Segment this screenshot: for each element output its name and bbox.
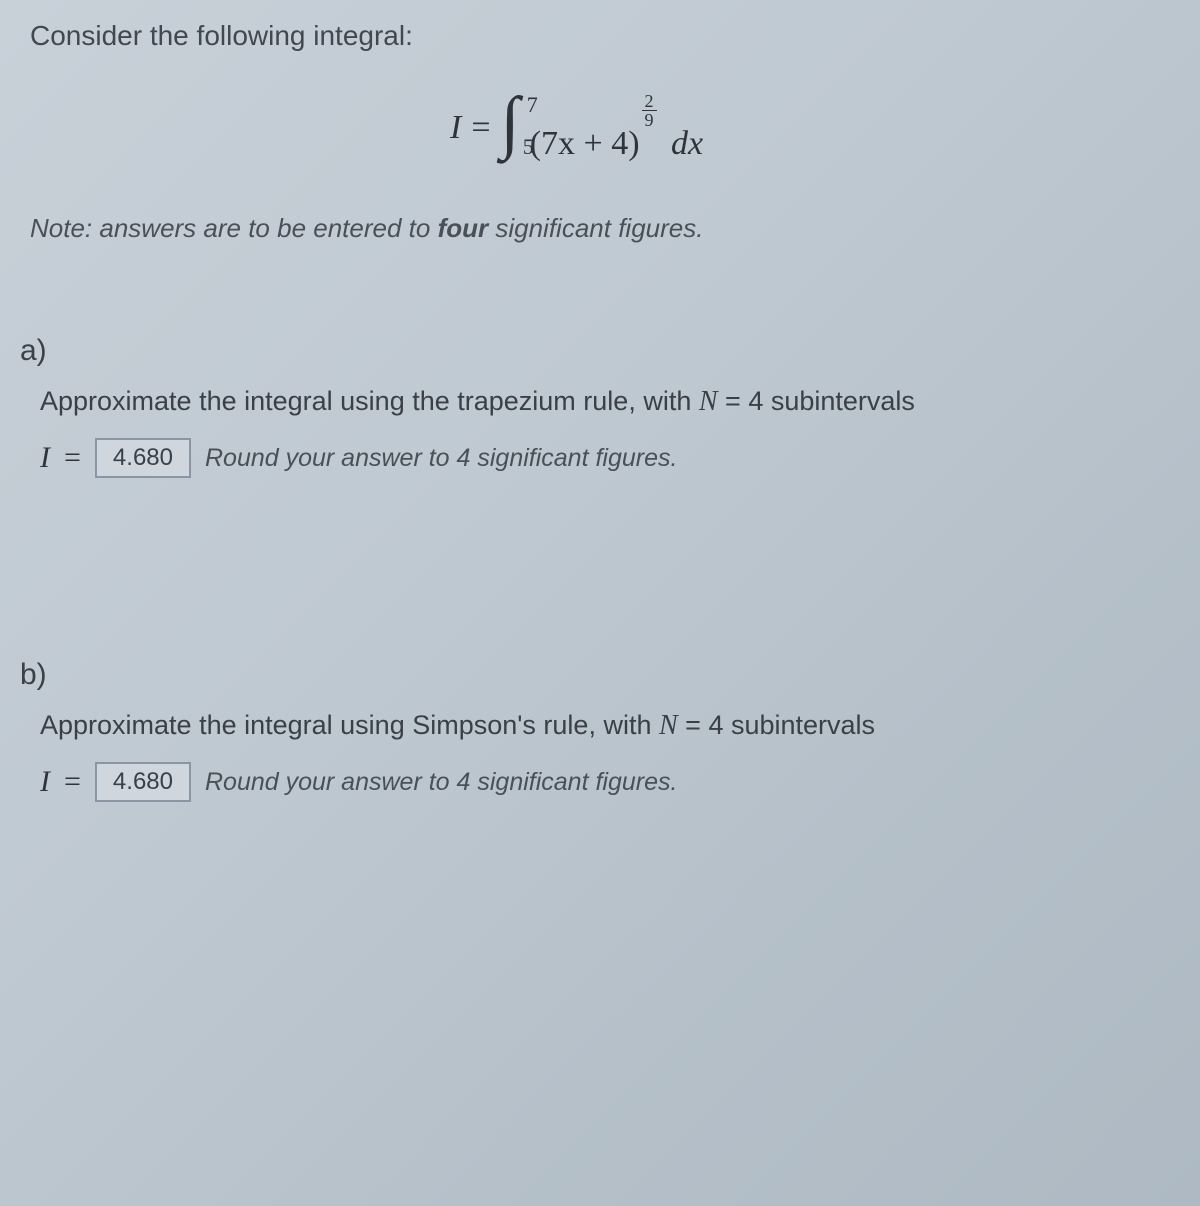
note-bold: four: [438, 213, 489, 243]
equation-lhs: I: [450, 109, 461, 147]
part-b: b) Approximate the integral using Simpso…: [30, 658, 1170, 802]
part-b-N-val: 4: [708, 710, 723, 740]
part-a-N-val: 4: [748, 386, 763, 416]
dx: dx: [671, 125, 703, 162]
integral-sign: ∫: [501, 102, 520, 144]
part-a-question-post: subintervals: [763, 386, 915, 416]
part-b-question-pre: Approximate the integral using Simpson's…: [40, 710, 659, 740]
part-a-label: a): [20, 334, 1170, 368]
part-b-label: b): [20, 658, 1170, 692]
part-a-I-label: I: [40, 441, 50, 475]
part-a-hint: Round your answer to 4 significant figur…: [205, 444, 677, 473]
lower-limit: 5: [523, 134, 534, 160]
equation-equals: =: [471, 109, 490, 147]
part-a-answer-input[interactable]: 4.680: [95, 438, 191, 478]
part-b-question: Approximate the integral using Simpson's…: [40, 710, 1170, 742]
upper-limit: 7: [527, 92, 538, 118]
integrand: (7x + 4)29 dx: [530, 92, 703, 163]
part-a-eq: =: [718, 386, 749, 416]
part-b-question-post: subintervals: [723, 710, 875, 740]
part-b-hint: Round your answer to 4 significant figur…: [205, 768, 677, 797]
part-b-N-var: N: [659, 710, 678, 741]
part-a-I-eq: =: [64, 441, 81, 475]
part-b-I-eq: =: [64, 765, 81, 799]
integral-equation: I = ∫ 7 5 (7x + 4)29 dx: [450, 92, 1170, 163]
part-b-I-label: I: [40, 765, 50, 799]
intro-text: Consider the following integral:: [30, 20, 1170, 52]
part-b-eq: =: [678, 710, 709, 740]
part-a-question: Approximate the integral using the trape…: [40, 386, 1170, 418]
part-a-question-pre: Approximate the integral using the trape…: [40, 386, 699, 416]
integrand-base: (7x + 4): [530, 125, 640, 162]
exponent-fraction: 29: [642, 92, 657, 129]
note-suffix: significant figures.: [488, 213, 703, 243]
integral-sign-wrap: ∫ 7 5: [501, 102, 520, 154]
part-b-answer-line: I = 4.680 Round your answer to 4 signifi…: [40, 762, 1170, 802]
part-a-N-var: N: [699, 386, 718, 417]
part-a: a) Approximate the integral using the tr…: [30, 334, 1170, 478]
note-prefix: Note: answers are to be entered to: [30, 213, 438, 243]
exponent-denominator: 9: [642, 111, 657, 129]
exponent-numerator: 2: [642, 92, 657, 111]
part-a-answer-line: I = 4.680 Round your answer to 4 signifi…: [40, 438, 1170, 478]
note-text: Note: answers are to be entered to four …: [30, 213, 1170, 244]
part-b-answer-input[interactable]: 4.680: [95, 762, 191, 802]
